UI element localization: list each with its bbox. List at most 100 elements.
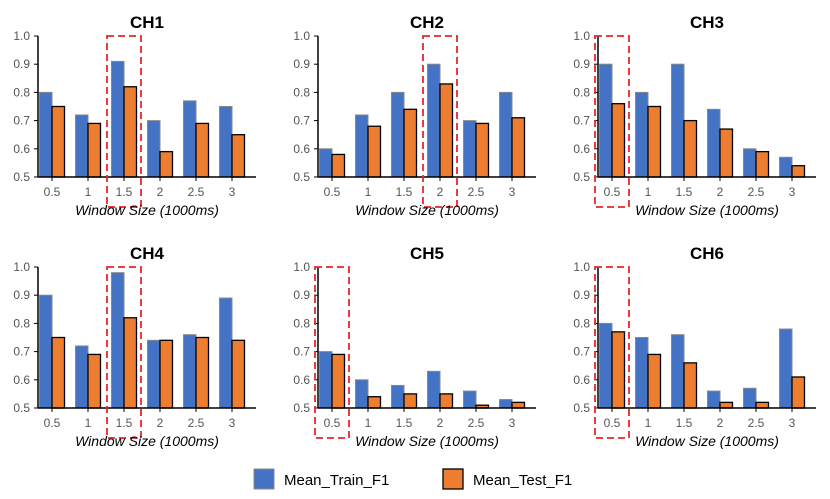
bar-test-1.5 xyxy=(123,317,138,409)
bar-train-2.5 xyxy=(743,148,757,178)
chart-panel-ch4: CH4 0.5 0.6 0.7 0.8 0.9 1.0 0.5 1 1.5 2 2.5 3 Window … xyxy=(13,244,256,449)
x-tick-label: 1.5 xyxy=(676,416,693,430)
x-axis-label: Window Size (1000ms) xyxy=(75,202,219,218)
x-tick-label: 2 xyxy=(717,416,724,430)
bar-train-1 xyxy=(355,379,369,409)
y-tick-label: 0.9 xyxy=(573,57,590,71)
legend: Mean_Train_F1 Mean_Test_F1 xyxy=(253,468,572,490)
x-tick-label: 3 xyxy=(229,416,236,430)
bar-train-1.5 xyxy=(671,63,685,178)
bar-test-2.5 xyxy=(755,401,770,409)
chart-panel-ch5: CH5 0.5 0.6 0.7 0.8 0.9 1.0 0.5 1 1.5 2 2.5 3 Window … xyxy=(293,244,536,449)
bar-test-1.5 xyxy=(403,108,418,178)
legend-test-label: Mean_Test_F1 xyxy=(473,472,572,489)
bar-train-2.5 xyxy=(463,120,477,178)
bar-train-2 xyxy=(707,108,721,178)
y-tick-label: 1.0 xyxy=(573,29,590,43)
y-tick-label: 0.6 xyxy=(13,142,30,156)
chart-panels: CH1 0.5 0.6 0.7 0.8 0.9 1.0 0.5 1 1.5 2 2.5 3 Window … xyxy=(13,13,816,449)
highlight-box xyxy=(106,35,142,208)
bar-test-1.5 xyxy=(683,119,698,178)
y-tick-label: 0.8 xyxy=(13,316,30,330)
bar-test-2 xyxy=(719,128,734,178)
x-axis-label: Window Size (1000ms) xyxy=(635,433,779,449)
x-tick-label: 2.5 xyxy=(188,416,205,430)
bar-train-1.5 xyxy=(111,272,125,409)
bar-train-1 xyxy=(75,114,89,178)
chart-title: CH3 xyxy=(690,13,724,32)
legend-train-label: Mean_Train_F1 xyxy=(284,472,389,489)
bar-test-0.5 xyxy=(51,105,66,178)
x-tick-label: 0.5 xyxy=(44,416,61,430)
x-tick-label: 1 xyxy=(85,185,92,199)
chart-panel-ch1: CH1 0.5 0.6 0.7 0.8 0.9 1.0 0.5 1 1.5 2 2.5 3 Window … xyxy=(13,13,256,218)
y-tick-label: 0.8 xyxy=(573,85,590,99)
x-tick-label: 2 xyxy=(157,185,164,199)
y-tick-label: 0.6 xyxy=(573,142,590,156)
x-tick-label: 1 xyxy=(85,416,92,430)
bar-train-2.5 xyxy=(183,100,197,178)
x-tick-label: 0.5 xyxy=(324,185,341,199)
bar-test-0.5 xyxy=(611,331,626,409)
highlight-box xyxy=(594,266,630,439)
bar-test-1 xyxy=(647,353,662,409)
y-tick-label: 0.7 xyxy=(13,345,30,359)
y-tick-label: 0.7 xyxy=(293,345,310,359)
x-tick-label: 3 xyxy=(229,185,236,199)
bar-test-2.5 xyxy=(755,150,770,178)
y-tick-label: 0.6 xyxy=(293,373,310,387)
bar-train-3 xyxy=(219,106,233,178)
y-tick-label: 0.6 xyxy=(573,373,590,387)
bar-train-2 xyxy=(147,120,161,178)
chart-title: CH4 xyxy=(130,244,165,263)
bar-test-3 xyxy=(791,165,806,178)
legend-test-swatch xyxy=(442,468,464,490)
chart-panel-ch6: CH6 0.5 0.6 0.7 0.8 0.9 1.0 0.5 1 1.5 2 2.5 3 Window … xyxy=(573,244,816,449)
bar-test-1 xyxy=(87,353,102,409)
y-tick-label: 0.5 xyxy=(573,170,590,184)
legend-train-swatch xyxy=(253,468,275,490)
bar-train-2.5 xyxy=(743,387,757,409)
chart-title: CH2 xyxy=(410,13,444,32)
bar-test-3 xyxy=(231,134,246,178)
x-tick-label: 1.5 xyxy=(116,185,133,199)
x-tick-label: 0.5 xyxy=(44,185,61,199)
x-axis-label: Window Size (1000ms) xyxy=(635,202,779,218)
y-tick-label: 1.0 xyxy=(293,29,310,43)
x-tick-label: 2 xyxy=(717,185,724,199)
y-tick-label: 1.0 xyxy=(13,29,30,43)
bar-train-3 xyxy=(779,156,793,178)
bar-test-1 xyxy=(647,105,662,178)
highlight-box xyxy=(106,266,142,439)
y-tick-label: 0.9 xyxy=(573,288,590,302)
x-tick-label: 0.5 xyxy=(604,416,621,430)
y-tick-label: 0.9 xyxy=(293,57,310,71)
highlight-box xyxy=(314,266,350,439)
bar-train-1 xyxy=(635,91,649,178)
bar-test-2 xyxy=(159,150,174,178)
bar-train-1 xyxy=(355,114,369,178)
bar-test-1.5 xyxy=(403,393,418,409)
x-tick-label: 3 xyxy=(509,185,516,199)
bar-test-2.5 xyxy=(195,122,210,178)
bar-test-0.5 xyxy=(611,103,626,178)
x-tick-label: 1.5 xyxy=(396,416,413,430)
y-tick-label: 0.6 xyxy=(293,142,310,156)
x-tick-label: 2 xyxy=(437,185,444,199)
bar-test-3 xyxy=(791,376,806,409)
bar-test-2 xyxy=(719,401,734,409)
bar-test-2.5 xyxy=(475,122,490,178)
bar-train-2.5 xyxy=(183,334,197,409)
bar-train-2.5 xyxy=(463,390,477,409)
bar-train-3 xyxy=(779,328,793,409)
bar-test-1 xyxy=(367,396,382,409)
y-tick-label: 0.7 xyxy=(13,114,30,128)
bar-train-1.5 xyxy=(391,91,405,178)
y-tick-label: 0.8 xyxy=(293,85,310,99)
bar-test-2 xyxy=(439,83,454,178)
x-tick-label: 1 xyxy=(365,416,372,430)
bar-train-0.5 xyxy=(599,63,613,178)
highlight-box xyxy=(422,35,458,208)
bar-train-1 xyxy=(635,337,649,409)
